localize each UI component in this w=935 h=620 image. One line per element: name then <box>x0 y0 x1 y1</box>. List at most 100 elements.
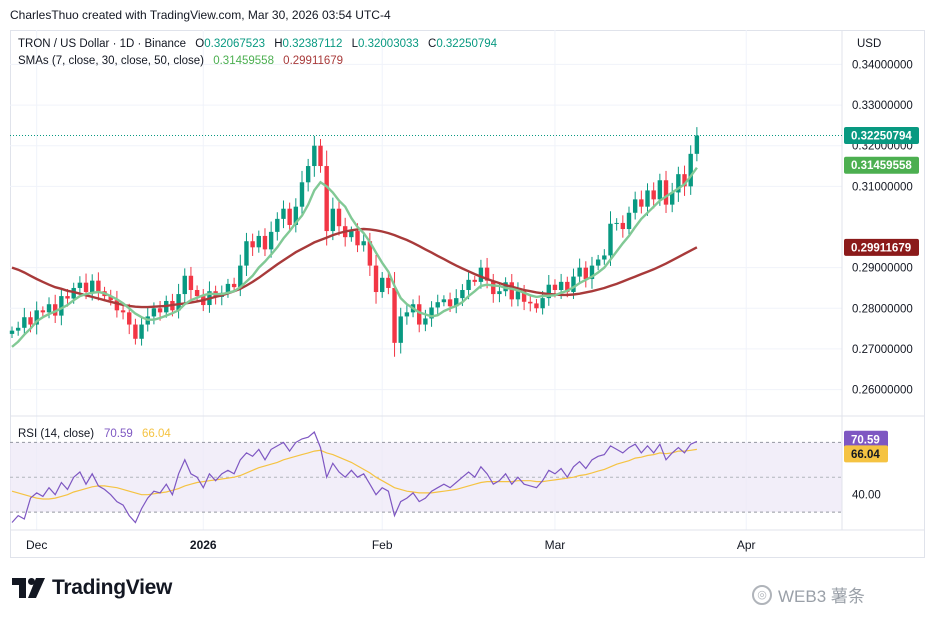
candle-body <box>194 290 200 297</box>
candle-body <box>676 174 681 193</box>
candle-body <box>59 296 64 316</box>
candle <box>59 288 64 326</box>
candle-body <box>398 316 403 343</box>
candle-body <box>330 208 336 232</box>
candle-body <box>268 231 274 250</box>
open-label: O <box>195 38 205 50</box>
last-price-badge-bg <box>844 127 919 145</box>
time-tick-label: Feb <box>372 538 393 552</box>
candle-body <box>114 300 120 311</box>
candle <box>478 259 484 289</box>
candle <box>546 274 551 306</box>
currency-label[interactable]: USD <box>857 38 882 50</box>
candle-body <box>663 180 669 205</box>
rsi-tick-label: 40.00 <box>852 490 881 502</box>
candle-body <box>694 135 700 154</box>
rsi-ma-line <box>11 448 697 500</box>
candle-body <box>404 312 410 317</box>
candle-body <box>583 267 589 280</box>
candle <box>602 249 607 265</box>
candle <box>417 295 422 333</box>
candle <box>398 307 403 354</box>
high-label: H <box>274 38 283 50</box>
low-value: 0.32003033 <box>358 38 419 50</box>
candle-body <box>491 280 496 295</box>
candle <box>120 305 126 320</box>
candle <box>540 290 545 315</box>
watermark-text: WEB3 薯条 <box>778 587 865 606</box>
candle <box>330 197 336 241</box>
candle-body <box>9 330 15 334</box>
candle-body <box>151 308 157 317</box>
rsi-line <box>11 430 698 524</box>
candle-body <box>336 208 342 227</box>
candles <box>9 127 700 357</box>
candle <box>256 230 261 253</box>
candle-body <box>287 208 292 225</box>
rsi-legend-label: RSI (14, close) <box>18 428 94 440</box>
candle-body <box>632 199 638 213</box>
candle-body <box>602 255 607 260</box>
candle <box>441 295 447 307</box>
candle-body <box>256 235 261 248</box>
candle-body <box>509 282 514 300</box>
sma7-line <box>11 166 698 348</box>
rsi-badge-text: 70.59 <box>851 434 880 446</box>
candle-body <box>293 206 299 225</box>
candle <box>262 228 268 257</box>
candle-body <box>231 283 237 288</box>
candle-body <box>90 280 95 293</box>
candle-body <box>139 324 144 339</box>
candle <box>40 306 46 317</box>
candle-body <box>460 290 465 299</box>
candle-body <box>305 166 311 183</box>
candle <box>614 218 619 231</box>
candle <box>22 307 27 336</box>
candle-body <box>77 282 83 288</box>
candle-body <box>528 301 533 304</box>
candle <box>15 321 21 336</box>
candle <box>632 191 638 220</box>
candle-body <box>52 304 58 316</box>
candle-body <box>589 265 595 280</box>
candle <box>528 294 533 312</box>
candle-body <box>299 182 305 207</box>
candle <box>139 316 144 346</box>
candle-body <box>639 199 644 207</box>
candle-body <box>472 279 477 282</box>
candle <box>312 135 317 177</box>
candle-body <box>108 296 113 301</box>
candle-body <box>534 303 539 309</box>
candle-body <box>355 231 360 246</box>
candle-body <box>361 241 366 246</box>
candle-body <box>40 310 46 313</box>
candle <box>620 215 626 238</box>
candle-body <box>454 298 459 307</box>
candle-body <box>620 222 626 230</box>
candle <box>583 261 589 288</box>
candle-body <box>577 267 582 277</box>
symbol-legend[interactable]: TRON / US Dollar · 1D · Binance O0.32067… <box>18 38 503 50</box>
candle <box>454 289 459 314</box>
time-tick-label: Apr <box>737 538 756 552</box>
candle <box>287 202 292 232</box>
candle-body <box>367 241 373 266</box>
candle <box>484 257 490 289</box>
candle <box>250 233 255 256</box>
sma-legend[interactable]: SMAs (7, close, 30, close, 50, close) 0.… <box>18 55 349 67</box>
close-label: C <box>428 38 437 50</box>
candle-body <box>423 318 428 325</box>
candle-body <box>552 284 558 290</box>
candle <box>188 266 194 300</box>
candle-body <box>688 153 693 187</box>
candle-body <box>324 166 329 232</box>
candle <box>34 301 39 335</box>
tradingview-logo[interactable]: TradingView <box>12 576 172 600</box>
candle-body <box>65 296 70 299</box>
candle-body <box>83 282 89 293</box>
candle <box>244 232 249 276</box>
candle-body <box>521 291 527 302</box>
last-price-badge: 0.32250794 <box>844 127 919 145</box>
sma7-badge-bg <box>844 156 919 174</box>
